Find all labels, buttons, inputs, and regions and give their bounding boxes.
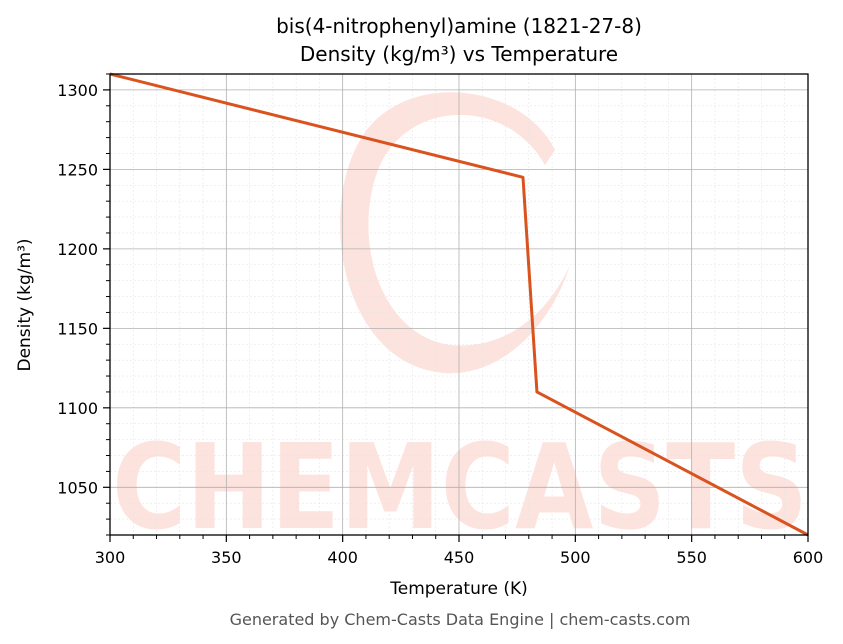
x-tick-label: 400 [327, 548, 358, 567]
axis-ticks [103, 73, 809, 542]
x-tick-label: 350 [211, 548, 242, 567]
y-tick-label: 1150 [57, 319, 98, 338]
chart-title-line2: Density (kg/m³) vs Temperature [300, 42, 618, 66]
x-tick-label: 450 [444, 548, 475, 567]
y-tick-label: 1100 [57, 399, 98, 418]
x-tick-label: 550 [676, 548, 707, 567]
footer-credit: Generated by Chem-Casts Data Engine | ch… [230, 610, 691, 629]
y-tick-label: 1300 [57, 81, 98, 100]
y-tick-labels: 1050 1100 1150 1200 1250 1300 [57, 81, 98, 497]
y-axis-label: Density (kg/m³) [15, 238, 35, 371]
x-tick-label: 500 [560, 548, 591, 567]
y-tick-label: 1200 [57, 240, 98, 259]
x-tick-label: 600 [793, 548, 824, 567]
chart-title-line1: bis(4-nitrophenyl)amine (1821-27-8) [276, 14, 642, 38]
y-tick-label: 1050 [57, 478, 98, 497]
x-axis-label: Temperature (K) [389, 579, 528, 599]
series-layer [109, 72, 809, 537]
y-tick-label: 1250 [57, 160, 98, 179]
x-tick-label: 300 [95, 548, 126, 567]
density-series-line [109, 72, 809, 537]
x-tick-labels: 300 350 400 450 500 550 600 [95, 548, 824, 567]
